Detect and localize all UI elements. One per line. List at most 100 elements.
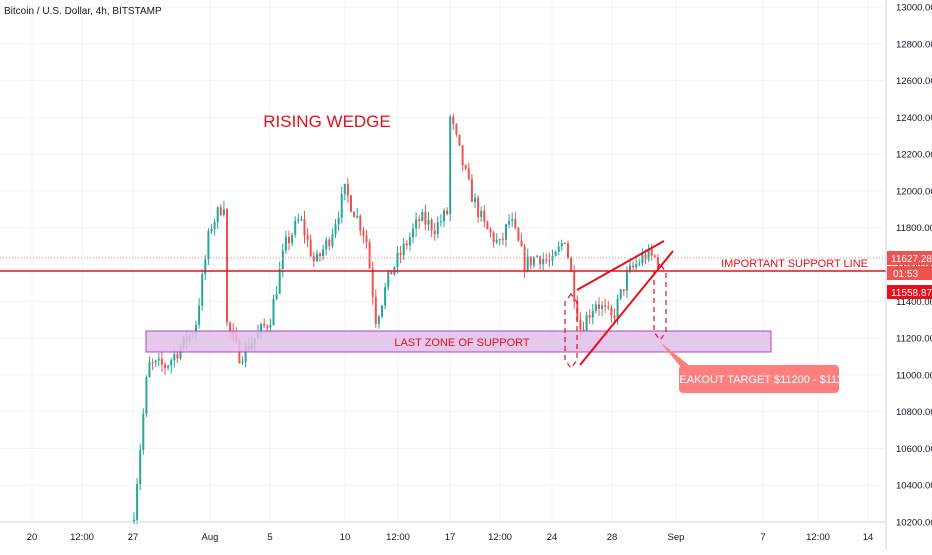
candle-body[interactable] xyxy=(573,271,576,302)
candle-body[interactable] xyxy=(616,298,619,319)
candle-body[interactable] xyxy=(139,449,142,485)
candle-body[interactable] xyxy=(514,219,517,229)
candle-body[interactable] xyxy=(201,274,204,306)
candle-body[interactable] xyxy=(449,116,452,214)
candle-body[interactable] xyxy=(408,237,411,246)
candle-body[interactable] xyxy=(195,324,197,336)
candle-body[interactable] xyxy=(148,362,151,378)
candle-body[interactable] xyxy=(319,253,321,257)
breakout-callout-box[interactable] xyxy=(679,365,839,393)
candle-body[interactable] xyxy=(399,252,402,256)
candle-body[interactable] xyxy=(455,124,458,135)
candle-body[interactable] xyxy=(402,243,405,256)
candle-body[interactable] xyxy=(272,298,275,326)
candle-body[interactable] xyxy=(269,325,272,328)
candle-body[interactable] xyxy=(563,242,566,244)
candle-body[interactable] xyxy=(480,210,483,217)
candle-body[interactable] xyxy=(470,179,473,202)
candle-body[interactable] xyxy=(294,220,297,235)
candle-body[interactable] xyxy=(554,251,557,256)
candle-body[interactable] xyxy=(542,259,545,265)
candle-body[interactable] xyxy=(579,319,582,330)
wedge-upper-trendline[interactable] xyxy=(576,240,665,291)
candle-body[interactable] xyxy=(545,259,548,261)
candle-body[interactable] xyxy=(632,265,635,268)
candle-body[interactable] xyxy=(216,207,219,223)
candle-body[interactable] xyxy=(362,230,365,236)
candle-body[interactable] xyxy=(241,361,244,364)
candle-body[interactable] xyxy=(288,236,290,243)
candle-body[interactable] xyxy=(443,210,445,222)
candle-body[interactable] xyxy=(483,210,486,222)
candle-body[interactable] xyxy=(164,364,166,368)
candle-body[interactable] xyxy=(297,219,300,221)
candle-body[interactable] xyxy=(359,215,362,231)
candle-body[interactable] xyxy=(222,209,225,215)
candle-body[interactable] xyxy=(436,222,439,235)
candle-body[interactable] xyxy=(340,194,343,218)
candle-body[interactable] xyxy=(266,325,269,328)
candles[interactable] xyxy=(133,113,659,525)
candle-body[interactable] xyxy=(229,322,232,331)
candle-body[interactable] xyxy=(650,249,653,256)
candle-body[interactable] xyxy=(278,268,281,294)
candle-body[interactable] xyxy=(548,260,551,262)
candle-body[interactable] xyxy=(598,304,600,309)
candle-body[interactable] xyxy=(532,257,535,266)
candle-body[interactable] xyxy=(300,219,303,221)
candle-body[interactable] xyxy=(427,219,430,225)
candle-body[interactable] xyxy=(508,220,511,225)
candle-body[interactable] xyxy=(353,211,356,218)
candle-body[interactable] xyxy=(585,315,588,331)
candle-body[interactable] xyxy=(439,221,442,223)
candle-body[interactable] xyxy=(160,358,163,365)
candle-body[interactable] xyxy=(151,362,154,364)
candle-body[interactable] xyxy=(226,209,228,323)
candle-body[interactable] xyxy=(284,236,287,251)
candle-body[interactable] xyxy=(331,234,334,247)
candle-body[interactable] xyxy=(622,289,625,291)
candle-body[interactable] xyxy=(325,239,328,250)
candle-body[interactable] xyxy=(424,212,427,225)
candle-body[interactable] xyxy=(591,310,594,318)
candle-body[interactable] xyxy=(334,224,337,235)
candle-body[interactable] xyxy=(412,228,414,238)
candle-body[interactable] xyxy=(213,222,216,230)
candle-body[interactable] xyxy=(179,347,182,359)
candle-body[interactable] xyxy=(371,268,374,297)
candle-body[interactable] xyxy=(495,239,498,243)
candle-body[interactable] xyxy=(415,219,418,229)
candle-body[interactable] xyxy=(343,183,346,195)
time-axis[interactable]: 20 12:00 27 Aug 5 10 12:00 17 12:00 24 28 Sep 7 12:00… xyxy=(27,532,874,543)
candle-body[interactable] xyxy=(303,219,306,236)
symbol-header[interactable]: Bitcoin / U.S. Dollar, 4h, BITSTAMP xyxy=(4,6,162,17)
candle-body[interactable] xyxy=(430,219,433,231)
candle-body[interactable] xyxy=(281,250,284,269)
candle-body[interactable] xyxy=(610,307,613,316)
candle-body[interactable] xyxy=(337,217,340,225)
candle-body[interactable] xyxy=(219,207,222,215)
candle-body[interactable] xyxy=(467,168,470,180)
candle-body[interactable] xyxy=(350,195,352,212)
candle-body[interactable] xyxy=(560,242,563,247)
candle-body[interactable] xyxy=(381,305,383,317)
candle-body[interactable] xyxy=(260,323,263,333)
candle-body[interactable] xyxy=(635,264,638,268)
candle-body[interactable] xyxy=(322,249,325,257)
candle-body[interactable] xyxy=(136,484,139,520)
candle-body[interactable] xyxy=(526,256,529,271)
candle-body[interactable] xyxy=(405,243,408,246)
candle-body[interactable] xyxy=(368,242,371,269)
candle-body[interactable] xyxy=(492,232,495,243)
candle-body[interactable] xyxy=(433,230,436,235)
candle-body[interactable] xyxy=(557,246,560,252)
candle-body[interactable] xyxy=(154,360,157,363)
candle-body[interactable] xyxy=(539,256,542,265)
candle-body[interactable] xyxy=(601,305,604,309)
candle-body[interactable] xyxy=(629,265,631,272)
candle-body[interactable] xyxy=(396,252,399,268)
candle-body[interactable] xyxy=(641,254,644,264)
candle-body[interactable] xyxy=(604,305,607,307)
candle-body[interactable] xyxy=(461,145,464,166)
